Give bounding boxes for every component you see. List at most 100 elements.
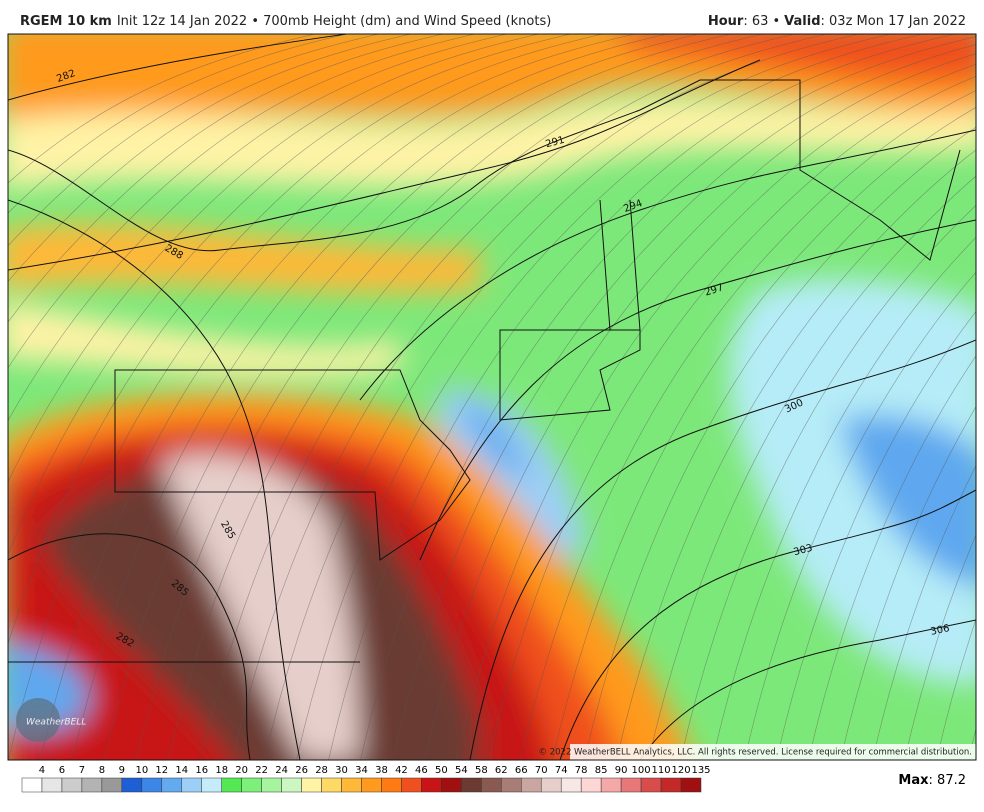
- streamline: [232, 34, 861, 760]
- colorbar: 4 6 7 8 9 10 12 14 16 18 20 22 24 26 28 30 34 38 42 46 50 54 5…: [21, 765, 711, 793]
- streamline: [8, 34, 509, 422]
- colorbar-swatch: [121, 777, 143, 793]
- colorbar-swatch: [560, 777, 582, 793]
- colorbar-swatch: [501, 777, 522, 793]
- streamline: [680, 204, 976, 760]
- colorbar-label: 20: [235, 765, 248, 776]
- colorbar-swatch: [241, 777, 262, 793]
- colorbar-swatch: [221, 777, 242, 793]
- streamline: [296, 34, 925, 760]
- colorbar-label: 85: [595, 765, 608, 776]
- colorbar-swatch: [461, 777, 482, 793]
- streamline: [360, 36, 976, 760]
- streamline: [8, 34, 573, 556]
- colorbar-label: 28: [315, 765, 328, 776]
- max-label: Max: [898, 773, 929, 788]
- streamline: [8, 34, 477, 369]
- colorbar-label: 135: [691, 765, 710, 776]
- contour: [559, 489, 976, 760]
- streamline: [8, 34, 349, 214]
- streamline: [520, 90, 976, 760]
- contour: [8, 59, 761, 271]
- colorbar-label: 12: [155, 765, 168, 776]
- colorbar-swatch: [600, 777, 622, 793]
- colorbar-swatch: [401, 777, 422, 793]
- colorbar-swatch: [421, 777, 442, 793]
- colorbar-swatch: [101, 777, 123, 793]
- streamline: [872, 464, 976, 760]
- streamline: [712, 236, 976, 760]
- header-left: RGEM 10 km Init 12z 14 Jan 2022 • 700mb H…: [20, 14, 551, 29]
- streamline: [616, 149, 976, 760]
- streamline: [264, 34, 893, 760]
- streamline: [744, 271, 976, 760]
- streamline: [552, 107, 976, 760]
- colorbar-swatch: [640, 777, 662, 793]
- streamline: [648, 175, 976, 760]
- colorbar-label: 7: [79, 765, 85, 776]
- colorbar-swatch: [441, 777, 462, 793]
- colorbar-swatch: [41, 777, 63, 793]
- streamline: [8, 34, 381, 247]
- colorbar-label: 42: [395, 765, 408, 776]
- colorbar-swatch: [261, 777, 282, 793]
- streamline: [328, 34, 957, 760]
- model: RGEM 10 km: [20, 14, 112, 29]
- colorbar-swatch: [660, 777, 682, 793]
- copyright: © 2022 WeatherBELL Analytics, LLC. All r…: [539, 748, 972, 758]
- colorbar-swatch: [301, 777, 322, 793]
- colorbar-label: 62: [495, 765, 508, 776]
- streamline: [456, 63, 976, 760]
- colorbar-label: 10: [135, 765, 148, 776]
- streamline: [840, 406, 976, 760]
- streamline: [8, 34, 317, 184]
- wind-field: [8, 34, 976, 760]
- contour-label: 306: [930, 623, 951, 638]
- colorbar-swatch: [61, 777, 83, 793]
- valid-label: Valid: [784, 14, 820, 29]
- colorbar-label: 54: [455, 765, 468, 776]
- streamline: [136, 34, 765, 760]
- colorbar-label: 50: [435, 765, 448, 776]
- colorbar-label: 110: [652, 765, 671, 776]
- colorbar-label: 14: [175, 765, 188, 776]
- colorbar-label: 4: [39, 765, 45, 776]
- contour: [639, 619, 976, 760]
- streamline: [8, 34, 541, 483]
- colorbar-label: 30: [335, 765, 348, 776]
- colorbar-swatch: [381, 777, 402, 793]
- streamline: [8, 34, 605, 645]
- logo-text: WeatherBELL: [26, 718, 86, 728]
- borders: [8, 79, 961, 663]
- copyright-box: [570, 744, 976, 760]
- colorbar-swatch: [281, 777, 302, 793]
- colorbar-label: 66: [515, 765, 528, 776]
- streamline: [8, 34, 413, 283]
- header-right: Hour: 63 • Valid: 03z Mon 17 Jan 2022: [708, 14, 966, 29]
- colorbar-swatch: [201, 777, 222, 793]
- colorbar-label: 46: [415, 765, 428, 776]
- colorbar-label: 120: [671, 765, 690, 776]
- streamline: [392, 44, 976, 760]
- map-frame: [7, 33, 977, 761]
- streamline: [808, 355, 976, 760]
- colorbar-swatch: [81, 777, 103, 793]
- contour: [8, 533, 251, 760]
- colorbar-label: 16: [195, 765, 208, 776]
- colorbar-label: 78: [575, 765, 588, 776]
- contour: [469, 339, 976, 760]
- streamline: [8, 34, 445, 323]
- streamline: [168, 34, 797, 760]
- colorbar-swatch: [341, 777, 362, 793]
- colorbar-swatch: [540, 777, 562, 793]
- colorbar-swatch: [21, 777, 43, 793]
- colorbar-label: 58: [475, 765, 488, 776]
- contour: [419, 219, 976, 561]
- colorbar-label: 22: [255, 765, 268, 776]
- colorbar-label: 8: [99, 765, 105, 776]
- streamline: [424, 53, 976, 760]
- colorbar-swatch: [141, 777, 163, 793]
- height-contours: [8, 34, 976, 760]
- colorbar-swatch: [161, 777, 183, 793]
